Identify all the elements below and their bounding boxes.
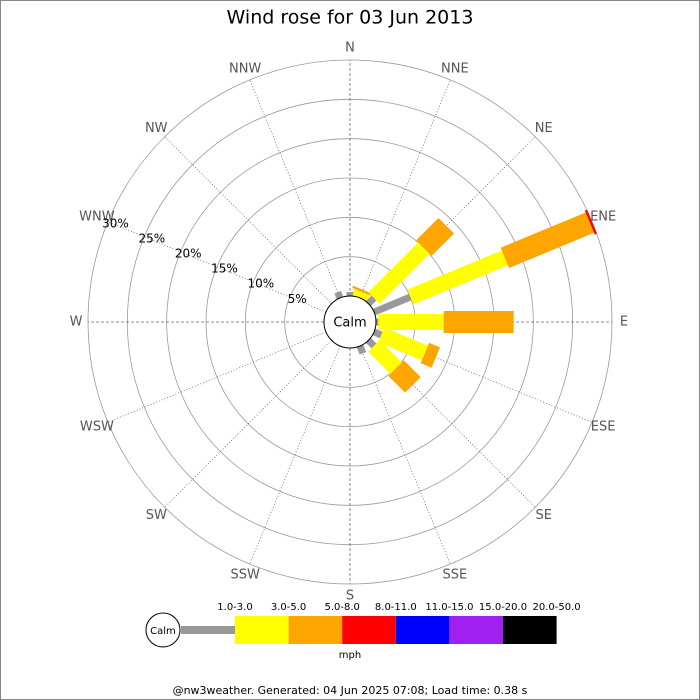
r-tick-label: 20%	[175, 247, 202, 261]
bar-segment	[352, 289, 370, 302]
legend-label: 20.0-50.0	[533, 602, 581, 613]
unit-label: mph	[339, 650, 361, 661]
bar-segment	[372, 293, 412, 316]
legend-label: 1.0-3.0	[217, 602, 252, 613]
r-tick-label: 10%	[248, 277, 275, 291]
legend-label: 8.0-11.0	[375, 602, 417, 613]
legend-label: 15.0-20.0	[479, 602, 527, 613]
legend-swatch	[342, 616, 396, 644]
bar-segment	[346, 292, 354, 296]
spoke	[249, 79, 341, 299]
r-tick-label: 5%	[288, 292, 307, 306]
spoke	[164, 340, 332, 508]
legend-swatch	[181, 626, 235, 634]
bar-segment	[416, 217, 455, 256]
legend-swatch	[235, 616, 289, 644]
bar-segment	[443, 311, 514, 333]
direction-label: N	[345, 41, 355, 56]
bar-segment	[500, 212, 595, 269]
bar-segment	[407, 250, 508, 305]
r-tick-label: 25%	[138, 232, 165, 246]
legend-swatch	[395, 616, 450, 644]
legend-label: 11.0-15.0	[425, 602, 473, 613]
direction-label: NW	[145, 121, 168, 136]
r-tick-label: 30%	[102, 217, 129, 231]
direction-label: SSE	[442, 568, 467, 583]
direction-label: NE	[535, 121, 553, 136]
spoke	[107, 221, 327, 313]
bar-segment	[420, 342, 441, 368]
legend-calm	[145, 612, 181, 648]
spoke	[249, 345, 341, 565]
bar-segment	[584, 209, 598, 235]
direction-label: WSW	[80, 419, 114, 434]
direction-label: W	[70, 315, 83, 330]
direction-label: SW	[146, 508, 167, 523]
r-tick-label: 15%	[211, 262, 238, 276]
direction-label: SSW	[230, 568, 260, 583]
legend-swatch	[449, 616, 503, 644]
chart-title: Wind rose for 03 Jun 2013	[227, 7, 474, 29]
direction-label: NNE	[441, 61, 469, 76]
direction-label: WNW	[79, 210, 115, 225]
legend-label: 3.0-5.0	[271, 602, 306, 613]
footer: @nw3weather. Generated: 04 Jun 2025 07:0…	[173, 684, 528, 697]
bar-segment	[378, 314, 444, 330]
legend-swatch	[503, 616, 557, 644]
legend-label: 5.0-8.0	[324, 602, 359, 613]
bar-segment	[388, 360, 421, 393]
bar-segment	[376, 318, 379, 326]
bar-segment	[368, 340, 402, 374]
bar-segment	[352, 285, 374, 297]
spoke	[107, 331, 327, 423]
direction-label: E	[620, 315, 628, 330]
calm-label: Calm	[333, 316, 366, 331]
spoke	[359, 79, 451, 299]
direction-label: SE	[536, 508, 552, 523]
bar-segment	[368, 242, 430, 304]
direction-label: ESE	[591, 419, 616, 434]
bar-segment	[372, 328, 383, 339]
direction-label: ENE	[590, 210, 616, 225]
spoke	[359, 345, 451, 565]
bar-segment	[356, 344, 367, 355]
legend-calm-label: Calm	[150, 626, 176, 637]
calm-circle	[323, 295, 377, 349]
spoke	[164, 136, 332, 304]
legend-swatch	[288, 616, 343, 644]
direction-label: S	[346, 589, 354, 604]
direction-label: NNW	[229, 61, 261, 76]
bar-segment	[378, 327, 428, 361]
